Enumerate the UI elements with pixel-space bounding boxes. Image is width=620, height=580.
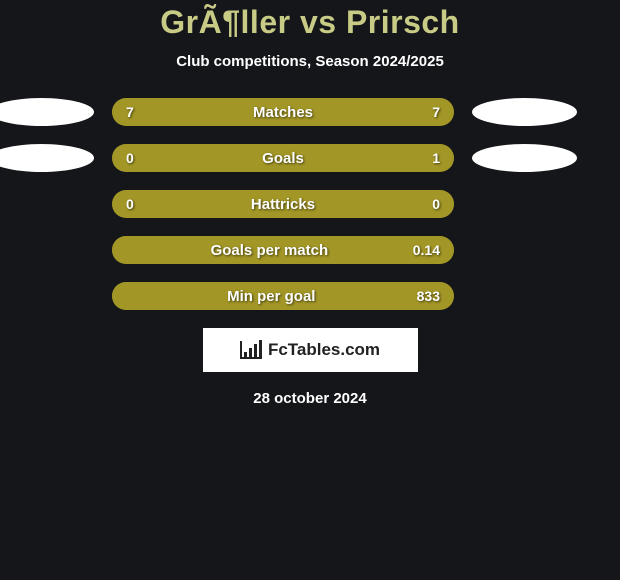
stat-bar: 0 Hattricks 0	[112, 190, 454, 218]
stat-row: Goals per match 0.14	[0, 236, 620, 264]
date-label: 28 october 2024	[0, 390, 620, 407]
stat-row: Min per goal 833	[0, 282, 620, 310]
stat-right-value: 0.14	[413, 242, 440, 258]
comparison-container: GrÃ¶ller vs Prirsch Club competitions, S…	[0, 0, 620, 407]
player-left-avatar	[0, 98, 94, 126]
stat-bar: 7 Matches 7	[112, 98, 454, 126]
stat-left-value: 0	[126, 150, 134, 166]
stat-bar-content: 0 Hattricks 0	[112, 190, 454, 218]
player-right-avatar	[472, 144, 577, 172]
stat-left-value: 0	[126, 196, 134, 212]
stat-label: Min per goal	[227, 288, 315, 305]
stat-bar-content: Goals per match 0.14	[112, 236, 454, 264]
brand-text: FcTables.com	[268, 340, 380, 360]
stat-label: Matches	[253, 104, 313, 121]
stat-label: Goals	[262, 150, 304, 167]
stat-bar-content: Min per goal 833	[112, 282, 454, 310]
stat-bar-content: 7 Matches 7	[112, 98, 454, 126]
stat-label: Hattricks	[251, 196, 315, 213]
bar-chart-icon	[240, 341, 262, 359]
stat-right-value: 1	[432, 150, 440, 166]
subtitle: Club competitions, Season 2024/2025	[0, 53, 620, 70]
stat-row: 7 Matches 7	[0, 98, 620, 126]
stat-right-value: 833	[417, 288, 440, 304]
player-left-avatar	[0, 144, 94, 172]
stat-right-value: 7	[432, 104, 440, 120]
stat-bar: Goals per match 0.14	[112, 236, 454, 264]
stat-bar: Min per goal 833	[112, 282, 454, 310]
brand-logo[interactable]: FcTables.com	[203, 328, 418, 372]
stat-row: 0 Goals 1	[0, 144, 620, 172]
stat-bar-content: 0 Goals 1	[112, 144, 454, 172]
page-title: GrÃ¶ller vs Prirsch	[0, 4, 620, 41]
stat-left-value: 7	[126, 104, 134, 120]
stat-right-value: 0	[432, 196, 440, 212]
stat-label: Goals per match	[211, 242, 329, 259]
stat-row: 0 Hattricks 0	[0, 190, 620, 218]
stats-region: 7 Matches 7 0 Goals 1 0 Hattricks 0 Goals per mat…	[0, 98, 620, 310]
player-right-avatar	[472, 98, 577, 126]
stat-bar: 0 Goals 1	[112, 144, 454, 172]
